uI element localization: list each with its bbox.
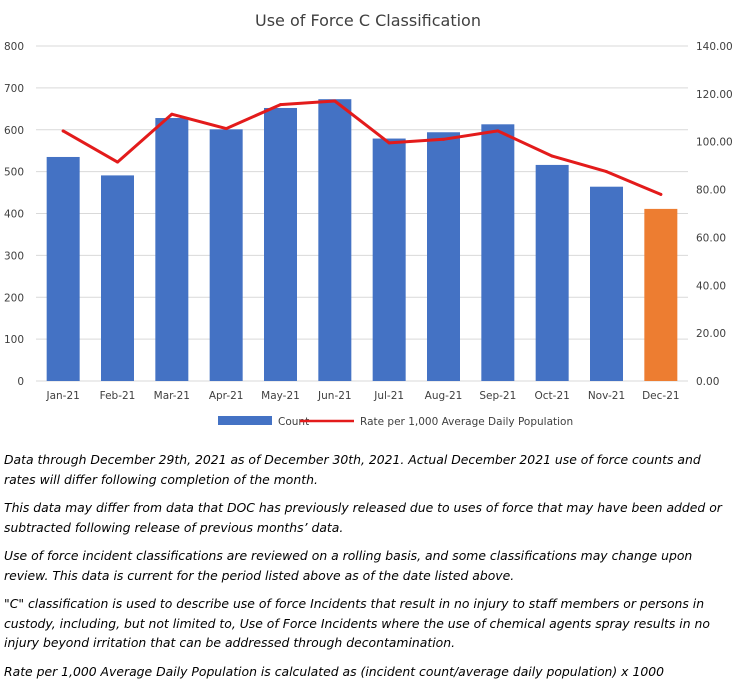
rate-point — [170, 112, 174, 116]
gridlines — [36, 45, 688, 382]
y-right-tick-label: 60.00 — [696, 232, 726, 244]
y-right-tick-label: 120.00 — [696, 89, 733, 101]
rate-point — [496, 129, 500, 133]
bar — [209, 129, 243, 381]
legend: Count Rate per 1,000 Average Daily Popul… — [218, 416, 573, 428]
note-rate-formula: Rate per 1,000 Average Daily Population … — [4, 663, 664, 679]
y-right-tick-label: 140.00 — [696, 41, 733, 53]
combo-chart: Use of Force C Classification 0 100 200 300… — [4, 11, 733, 428]
line-series — [61, 99, 663, 196]
y-right-tick-label: 20.00 — [696, 328, 726, 340]
note-c-classification: "C" classification is used to describe u… — [4, 596, 710, 650]
bar — [481, 124, 515, 382]
y-left-tick-label: 300 — [4, 250, 24, 262]
legend-label-rate: Rate per 1,000 Average Daily Population — [360, 416, 573, 428]
chart-container: Use of Force C Classification 0 100 200 300… — [4, 11, 733, 428]
rate-point — [550, 154, 554, 158]
y-right-tick-label: 80.00 — [696, 185, 726, 197]
rate-point — [442, 137, 445, 141]
x-axis-ticks: Jan-21 Feb-21 Mar-21 Apr-21 May-21 Jun-21 Jul-… — [45, 390, 679, 402]
bar — [535, 164, 569, 381]
x-tick-label: Dec-21 — [642, 390, 679, 402]
y-left-tick-label: 0 — [17, 376, 24, 388]
bar — [644, 208, 678, 381]
x-tick-label: Apr-21 — [209, 390, 244, 402]
rate-point — [387, 141, 391, 145]
note-data-differ: This data may differ from data that DOC … — [4, 500, 722, 535]
y-left-tick-label: 400 — [4, 209, 24, 221]
note-data-through: Data through December 29th, 2021 as of D… — [4, 452, 701, 487]
y-left-tick-label: 200 — [4, 292, 24, 304]
bar — [101, 175, 134, 381]
x-tick-label: Sep-21 — [479, 390, 516, 402]
bar — [372, 138, 406, 381]
bar — [155, 118, 189, 382]
x-tick-label: Jul-21 — [373, 390, 404, 402]
x-tick-label: Mar-21 — [154, 390, 190, 402]
legend-label-count: Count — [278, 416, 309, 428]
y-right-tick-label: 40.00 — [696, 280, 726, 292]
left-axis-ticks: 0 100 200 300 400 500 600 700 800 — [4, 41, 24, 388]
rate-line — [61, 99, 663, 196]
bar — [264, 107, 297, 381]
x-tick-label: Nov-21 — [588, 390, 625, 402]
x-tick-label: Feb-21 — [100, 390, 136, 402]
y-right-tick-label: 100.00 — [696, 137, 733, 149]
chart-title: Use of Force C Classification — [255, 11, 481, 30]
y-left-tick-label: 800 — [4, 41, 24, 53]
x-tick-label: May-21 — [261, 390, 300, 402]
x-tick-label: Oct-21 — [535, 390, 570, 402]
y-left-tick-label: 100 — [4, 334, 24, 346]
bar — [427, 132, 460, 381]
bar-series — [46, 99, 678, 382]
y-left-tick-label: 500 — [4, 167, 24, 179]
rate-point — [116, 160, 119, 164]
x-tick-label: Jan-21 — [45, 390, 79, 402]
rate-point — [224, 127, 228, 131]
legend-swatch-count — [218, 416, 272, 425]
y-left-tick-label: 600 — [4, 125, 24, 137]
x-tick-label: Jun-21 — [317, 390, 352, 402]
y-left-tick-label: 700 — [4, 83, 24, 95]
rate-point — [605, 170, 608, 174]
footnotes: Data through December 29th, 2021 as of D… — [4, 450, 736, 690]
bar — [46, 156, 80, 381]
note-classification-review: Use of force incident classifications ar… — [4, 548, 693, 583]
rate-point — [279, 103, 282, 107]
bar — [318, 99, 352, 382]
y-right-tick-label: 0.00 — [696, 376, 719, 388]
bar — [590, 186, 623, 381]
right-axis-ticks: 0.00 20.00 40.00 60.00 80.00 100.00 120.00 140.… — [696, 41, 733, 388]
rate-point — [659, 192, 663, 196]
rate-point — [333, 99, 337, 103]
x-tick-label: Aug-21 — [425, 390, 463, 402]
rate-point — [61, 129, 65, 133]
